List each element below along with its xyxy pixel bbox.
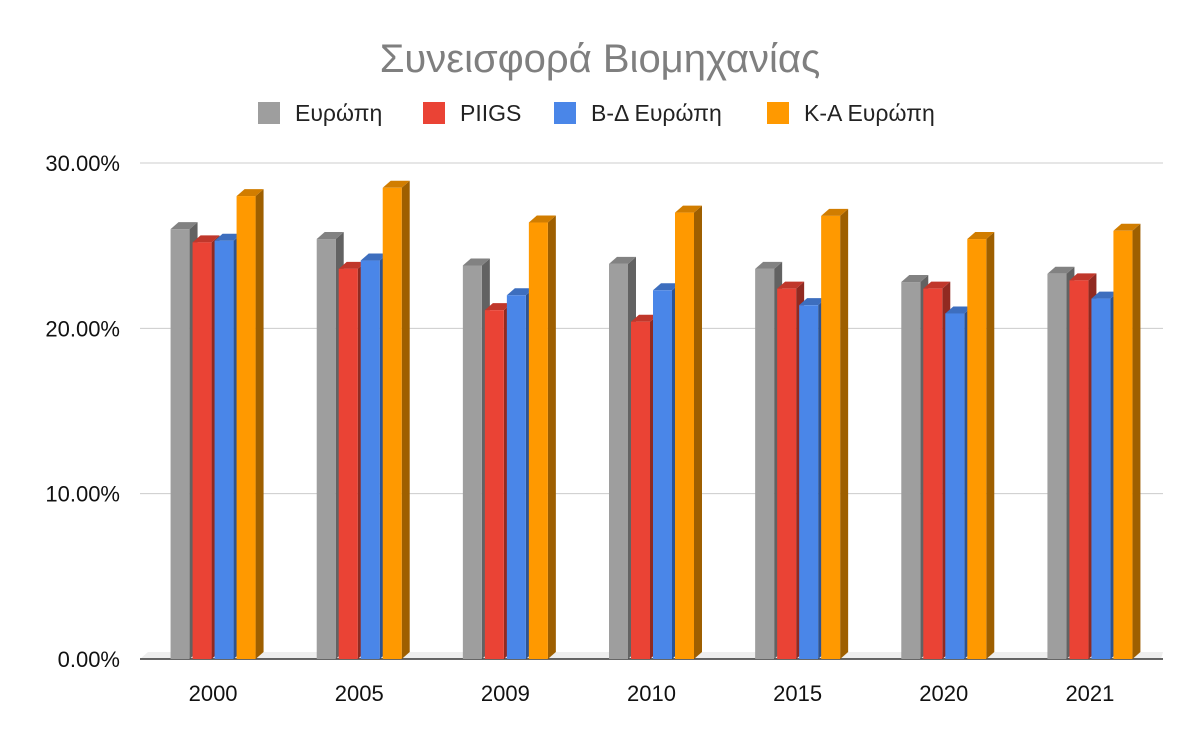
- chart-title: Συνεισφορά Βιομηχανίας: [380, 37, 821, 81]
- bar: [675, 205, 702, 659]
- legend-swatch: [423, 102, 445, 124]
- legend-label: Β-Δ Ευρώπη: [591, 100, 722, 126]
- legend-label: PIIGS: [460, 100, 521, 126]
- legend-label: Ευρώπη: [295, 100, 382, 126]
- x-tick-label: 2009: [481, 681, 530, 706]
- bars: [170, 180, 1141, 660]
- bar: [528, 215, 556, 659]
- legend-swatch: [767, 102, 789, 124]
- bar: [236, 189, 264, 660]
- x-tick-label: 2015: [773, 681, 822, 706]
- chart-legend: Ευρώπη PIIGS Β-Δ Ευρώπη Κ-Α Ευρώπη: [258, 100, 935, 126]
- y-axis: 0.00% 10.00% 20.00% 30.00%: [45, 151, 120, 672]
- bar: [1113, 223, 1141, 659]
- y-tick-label: 10.00%: [45, 482, 120, 507]
- y-tick-label: 30.00%: [45, 151, 120, 176]
- y-tick-label: 20.00%: [45, 316, 120, 341]
- x-tick-label: 2021: [1065, 681, 1114, 706]
- bar: [382, 180, 410, 660]
- bar: [967, 232, 995, 659]
- legend-swatch: [554, 102, 576, 124]
- x-axis: 2000 2005 2009 2010 2015 2020 2021: [189, 681, 1115, 706]
- x-tick-label: 2005: [335, 681, 384, 706]
- y-tick-label: 0.00%: [58, 647, 120, 672]
- bar: [821, 208, 849, 659]
- legend-label: Κ-Α Ευρώπη: [804, 100, 935, 126]
- x-tick-label: 2000: [189, 681, 238, 706]
- x-tick-label: 2010: [627, 681, 676, 706]
- legend-swatch: [258, 102, 280, 124]
- x-tick-label: 2020: [919, 681, 968, 706]
